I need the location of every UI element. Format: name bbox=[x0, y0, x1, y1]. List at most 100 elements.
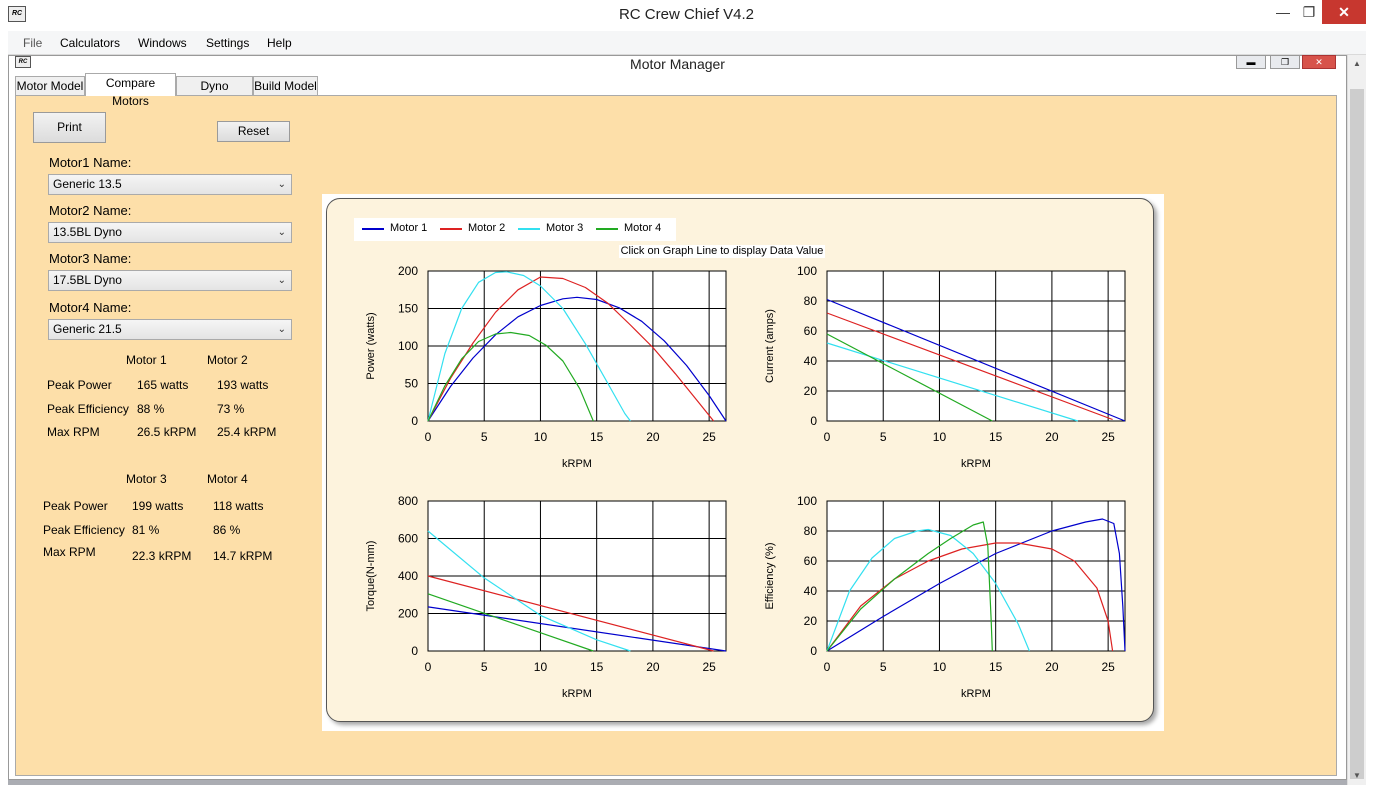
y-tick-label: 80 bbox=[804, 294, 818, 308]
app-logo: RC bbox=[8, 6, 26, 22]
minimize-icon: — bbox=[1276, 4, 1290, 20]
y-tick-label: 0 bbox=[411, 644, 418, 658]
window-title: RC Crew Chief V4.2 bbox=[618, 6, 755, 23]
close-icon: ✕ bbox=[1338, 4, 1350, 20]
motor2-select-value: 13.5BL Dyno bbox=[53, 225, 122, 239]
restore-icon: ❐ bbox=[1280, 57, 1290, 67]
compare-motors-panel: Print Reset Motor1 Name: Generic 13.5 ⌄ … bbox=[15, 95, 1337, 776]
scroll-up-icon[interactable]: ▲ bbox=[1353, 59, 1361, 68]
chevron-down-icon: ⌄ bbox=[277, 324, 286, 335]
chart-hint: Click on Graph Line to display Data Valu… bbox=[619, 245, 825, 258]
x-tick-label: 10 bbox=[933, 430, 947, 444]
tab-build-model[interactable]: Build Model bbox=[253, 76, 318, 95]
scroll-down-icon[interactable]: ▼ bbox=[1353, 771, 1361, 780]
x-tick-label: 0 bbox=[425, 430, 432, 444]
y-tick-label: 40 bbox=[804, 584, 818, 598]
motor2-select[interactable]: 13.5BL Dyno ⌄ bbox=[48, 222, 292, 243]
menu-windows[interactable]: Windows bbox=[138, 36, 187, 50]
y-tick-label: 0 bbox=[810, 644, 817, 658]
stat-value: 14.7 kRPM bbox=[213, 549, 273, 563]
stat-value: 86 % bbox=[213, 523, 241, 537]
scrollbar-thumb[interactable] bbox=[1350, 89, 1364, 779]
minimize-icon: ▬ bbox=[1246, 57, 1256, 67]
title-bar: RC RC Crew Chief V4.2 — ❐ ✕ bbox=[0, 0, 1373, 31]
y-tick-label: 100 bbox=[797, 264, 817, 278]
x-axis-label: kRPM bbox=[961, 458, 991, 470]
stats-header-motor4: Motor 4 bbox=[207, 472, 248, 486]
plot-area bbox=[826, 500, 1126, 652]
y-tick-label: 200 bbox=[398, 607, 418, 621]
child-close-button[interactable]: ✕ bbox=[1302, 55, 1336, 69]
series-line-motor1 bbox=[427, 606, 727, 652]
y-tick-label: 40 bbox=[804, 354, 818, 368]
legend-swatch bbox=[440, 228, 462, 230]
stat-value: 26.5 kRPM bbox=[137, 425, 197, 439]
restore-icon: ❐ bbox=[1302, 4, 1316, 20]
x-tick-label: 0 bbox=[824, 430, 831, 444]
series-line-motor2 bbox=[427, 575, 714, 652]
tab-compare-motors[interactable]: Compare Motors bbox=[85, 73, 176, 108]
motor2-name-label: Motor2 Name: bbox=[49, 203, 132, 218]
menu-calculators[interactable]: Calculators bbox=[60, 36, 121, 50]
series-line-motor1 bbox=[427, 296, 727, 422]
x-tick-label: 25 bbox=[702, 430, 716, 444]
tab-dyno-analysis[interactable]: Dyno Analysis bbox=[176, 76, 253, 111]
close-button[interactable]: ✕ bbox=[1322, 0, 1366, 24]
stat-value: 199 watts bbox=[132, 499, 184, 513]
child-restore-button[interactable]: ❐ bbox=[1270, 55, 1300, 69]
series-line-motor3 bbox=[427, 530, 631, 652]
stat-value: 73 % bbox=[217, 402, 245, 416]
x-tick-label: 10 bbox=[933, 660, 947, 674]
y-tick-label: 60 bbox=[804, 554, 818, 568]
series-line-motor4 bbox=[826, 521, 993, 652]
x-tick-label: 20 bbox=[1045, 430, 1059, 444]
x-tick-label: 0 bbox=[824, 660, 831, 674]
x-tick-label: 15 bbox=[590, 660, 604, 674]
vertical-scrollbar[interactable]: ▲ ▼ bbox=[1347, 55, 1366, 785]
stat-value: 118 watts bbox=[213, 499, 264, 513]
y-tick-label: 600 bbox=[398, 532, 418, 546]
x-tick-label: 10 bbox=[534, 660, 548, 674]
series-line-motor1 bbox=[826, 518, 1126, 652]
motor3-name-label: Motor3 Name: bbox=[49, 251, 132, 266]
y-tick-label: 400 bbox=[398, 569, 418, 583]
menu-help[interactable]: Help bbox=[267, 36, 292, 50]
y-tick-label: 0 bbox=[810, 414, 817, 428]
series-line-motor3 bbox=[427, 271, 631, 422]
print-button[interactable]: Print bbox=[33, 112, 106, 143]
maximize-button[interactable]: ❐ bbox=[1298, 0, 1320, 24]
stat-value: 88 % bbox=[137, 402, 165, 416]
motor3-select[interactable]: 17.5BL Dyno ⌄ bbox=[48, 270, 292, 291]
y-axis-label: Torque(N-mm) bbox=[365, 541, 377, 612]
reset-button[interactable]: Reset bbox=[217, 121, 290, 142]
series-line-motor1 bbox=[826, 298, 1126, 422]
menu-file[interactable]: File bbox=[23, 36, 43, 50]
close-icon: ✕ bbox=[1315, 57, 1323, 67]
x-axis-label: kRPM bbox=[562, 458, 592, 470]
motor1-select[interactable]: Generic 13.5 ⌄ bbox=[48, 174, 292, 195]
stats-header-motor1: Motor 1 bbox=[126, 353, 167, 367]
chevron-down-icon: ⌄ bbox=[277, 179, 286, 190]
x-tick-label: 15 bbox=[590, 430, 604, 444]
legend-swatch bbox=[362, 228, 384, 230]
x-tick-label: 20 bbox=[646, 430, 660, 444]
x-tick-label: 20 bbox=[646, 660, 660, 674]
y-tick-label: 50 bbox=[405, 377, 419, 391]
y-tick-label: 60 bbox=[804, 324, 818, 338]
y-tick-label: 800 bbox=[398, 494, 418, 508]
chevron-down-icon: ⌄ bbox=[277, 275, 286, 286]
y-tick-label: 0 bbox=[411, 414, 418, 428]
legend-label: Motor 4 bbox=[624, 222, 662, 234]
series-line-motor4 bbox=[427, 331, 594, 422]
tab-motor-model[interactable]: Motor Model bbox=[15, 76, 85, 95]
stat-label: Max RPM bbox=[47, 425, 100, 439]
x-tick-label: 5 bbox=[880, 660, 887, 674]
child-minimize-button[interactable]: ▬ bbox=[1236, 55, 1266, 69]
series-line-motor2 bbox=[427, 276, 715, 422]
menu-settings[interactable]: Settings bbox=[206, 36, 250, 50]
minimize-button[interactable]: — bbox=[1272, 0, 1294, 24]
x-tick-label: 15 bbox=[989, 430, 1003, 444]
y-tick-label: 20 bbox=[804, 384, 818, 398]
motor4-select[interactable]: Generic 21.5 ⌄ bbox=[48, 319, 292, 340]
